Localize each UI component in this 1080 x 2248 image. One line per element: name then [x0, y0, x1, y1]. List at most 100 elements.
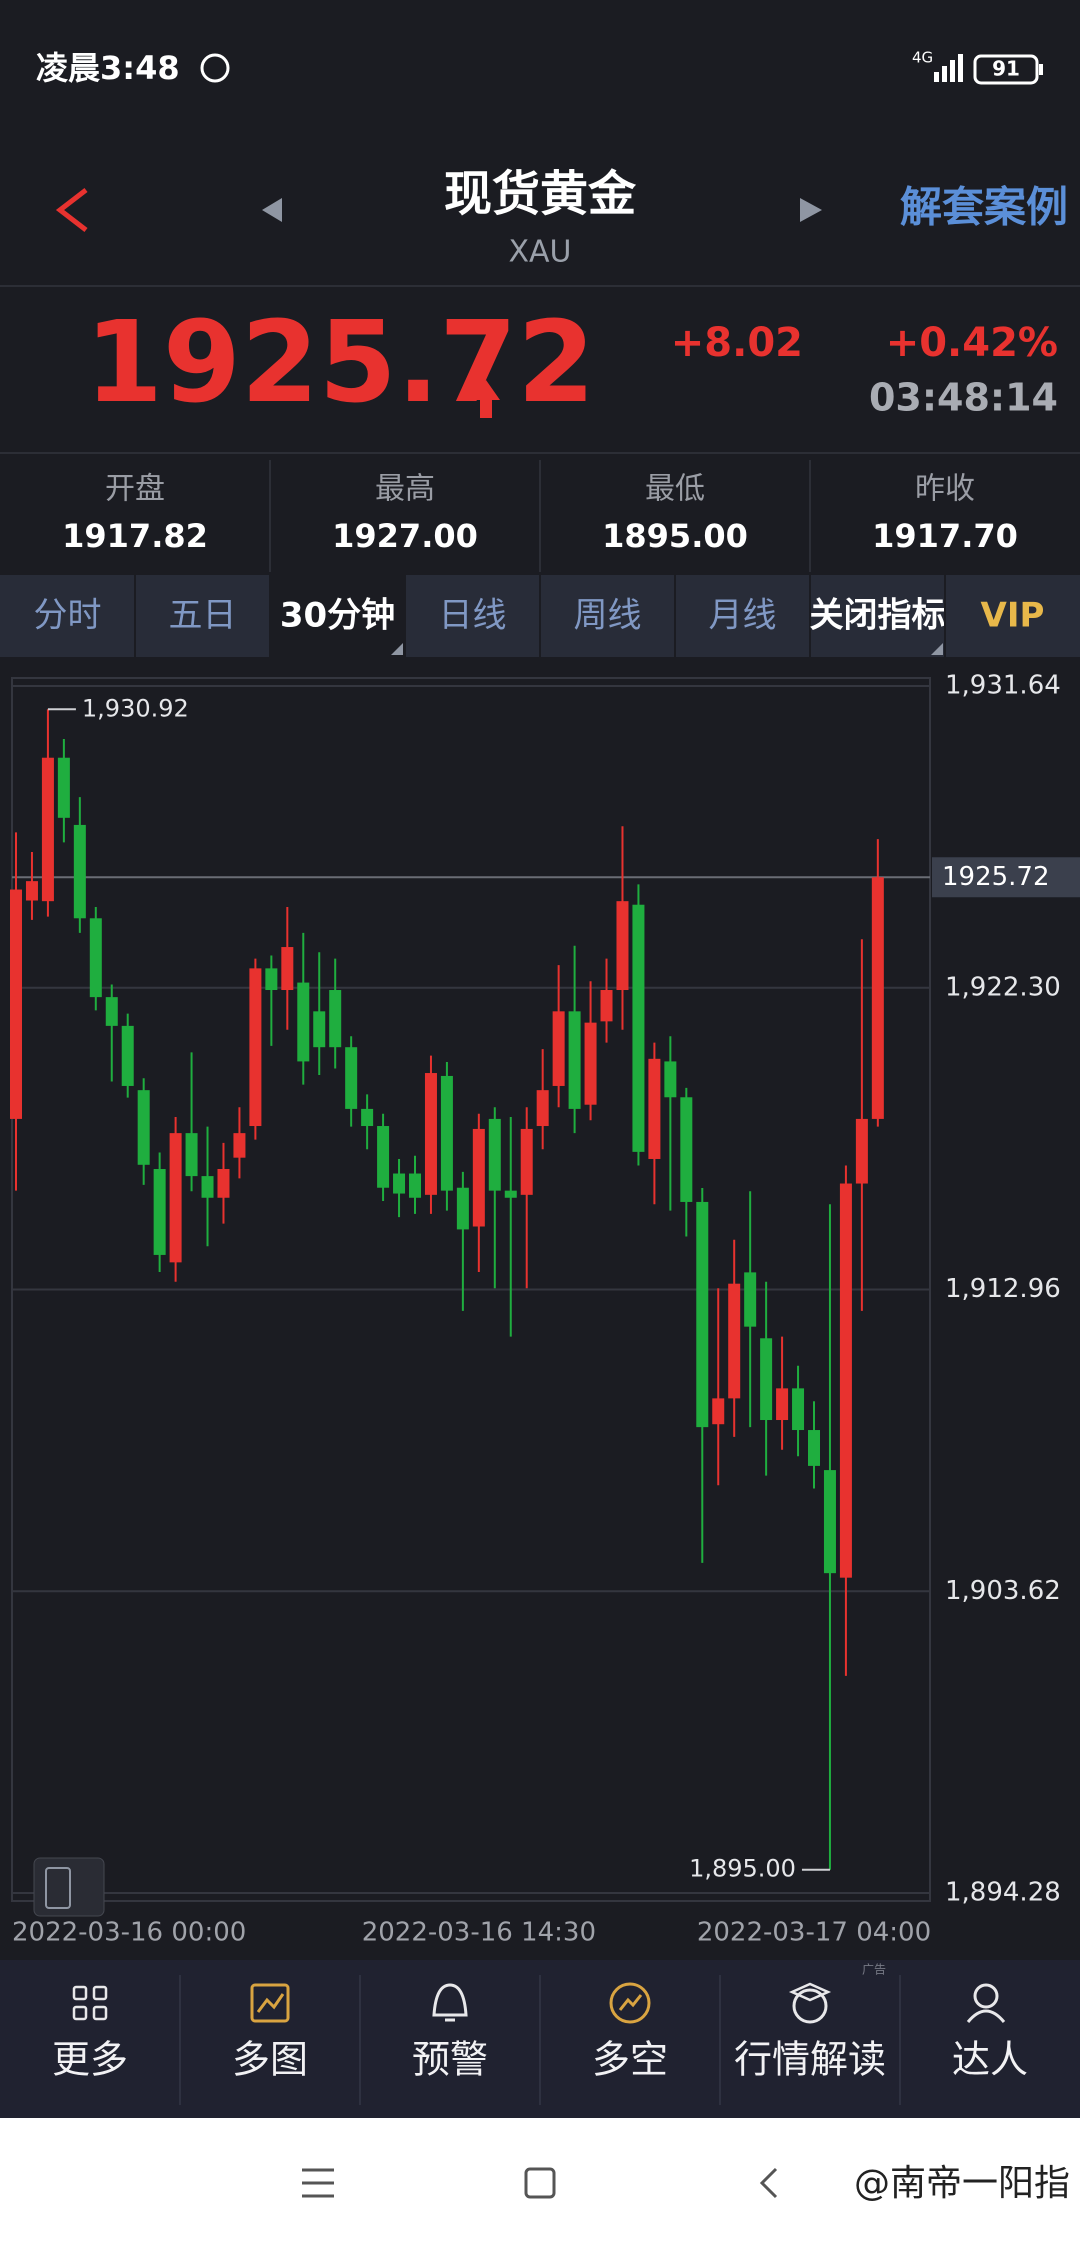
nav-icon — [792, 1988, 828, 2024]
header-symbol: XAU — [508, 235, 571, 270]
candle-body — [249, 968, 262, 1127]
candle-body — [664, 1061, 677, 1098]
ad-tag: 广告 — [862, 1963, 886, 1977]
tab-bar: 分时 五日 30分钟 日线 周线 月线 关闭指标 VIP — [0, 575, 1080, 657]
candle-body — [345, 1047, 358, 1109]
tab[interactable]: 关闭指标 — [810, 596, 946, 636]
nav-icon — [92, 1985, 108, 2001]
candle-body — [648, 1058, 661, 1159]
tab[interactable]: 五日 — [169, 596, 237, 636]
candle-body — [73, 824, 86, 919]
tab[interactable]: VIP — [981, 596, 1045, 636]
nav-label[interactable]: 预警 — [412, 2038, 488, 2082]
candle-body — [744, 1272, 757, 1327]
candle-body — [776, 1388, 789, 1421]
stat-label: 最低 — [645, 472, 705, 507]
candle-body — [217, 1168, 230, 1198]
back-button[interactable] — [55, 188, 88, 232]
candle-body — [871, 877, 884, 1119]
stat-value: 1927.00 — [332, 517, 478, 555]
candle-body — [153, 1168, 166, 1255]
menu-button[interactable] — [302, 2168, 334, 2198]
tab[interactable]: 30分钟 — [280, 596, 395, 636]
candle-body — [25, 881, 38, 901]
candle-body — [680, 1097, 693, 1202]
alarm-icon — [200, 53, 230, 83]
stat-label: 开盘 — [105, 472, 165, 507]
candle-body — [600, 990, 613, 1022]
candle-body — [440, 1075, 453, 1191]
candle-body — [472, 1128, 485, 1227]
nav-label[interactable]: 达人 — [952, 2038, 1028, 2082]
last-price-box — [932, 857, 1080, 898]
y-tick-label: 1,931.64 — [945, 671, 1061, 701]
candle-body — [808, 1430, 820, 1466]
nav-icon — [72, 1985, 88, 2001]
signal-icon — [934, 54, 963, 82]
candle-body — [488, 1118, 501, 1191]
candle-body — [520, 1128, 533, 1195]
candle-body — [377, 1126, 390, 1188]
candle-body — [616, 901, 629, 991]
nav-label[interactable]: 多图 — [232, 2038, 308, 2082]
nav-icon — [72, 2005, 88, 2021]
orientation-icon — [45, 1867, 71, 1909]
candle-body — [552, 1011, 565, 1086]
candle-body — [696, 1201, 709, 1428]
next-button[interactable] — [800, 198, 822, 222]
candle-body — [201, 1176, 214, 1198]
tab[interactable]: 周线 — [574, 596, 642, 636]
candle-body — [855, 1118, 868, 1184]
candle-body — [329, 990, 342, 1048]
stats-row: 开盘 1917.82 最高 1927.00 最低 1895.00 昨收 1917.70 — [62, 460, 1018, 572]
quote-change: +8.02 — [671, 320, 803, 366]
tab[interactable]: 分时 — [34, 596, 102, 636]
quote-change-pct: +0.42% — [886, 320, 1058, 366]
tab[interactable]: 月线 — [709, 596, 777, 636]
y-tick-label: 1,894.28 — [945, 1878, 1061, 1908]
tab-corner — [931, 643, 943, 655]
nav-icon — [92, 2005, 108, 2021]
header-action[interactable]: 解套案例 — [900, 183, 1068, 232]
candle-body — [281, 947, 294, 991]
tab-corner — [391, 643, 403, 655]
back-nav-button[interactable] — [759, 2167, 778, 2199]
candle-body — [121, 1025, 134, 1086]
home-button[interactable] — [524, 2167, 556, 2199]
prev-button[interactable] — [262, 198, 282, 222]
nav-label[interactable]: 更多 — [52, 2038, 128, 2082]
x-tick-label: 2022-03-17 04:00 — [697, 1918, 931, 1948]
candle-body — [265, 968, 278, 991]
nav-icon — [609, 1982, 651, 2024]
last-price-label: 1925.72 — [942, 862, 1050, 892]
battery-tip — [1039, 64, 1043, 75]
watermark: @南帝一阳指 — [854, 2163, 1070, 2204]
candle-body — [839, 1183, 852, 1578]
nav-label[interactable]: 多空 — [592, 2038, 668, 2082]
candle-body — [728, 1283, 741, 1399]
nav-icon — [973, 1983, 999, 2009]
y-tick-label: 1,903.62 — [945, 1576, 1061, 1606]
candle-body — [89, 918, 102, 998]
system-nav-bar — [0, 2118, 1080, 2248]
candle-body — [169, 1133, 182, 1263]
stat-label: 最高 — [375, 472, 435, 507]
candle-body — [57, 757, 70, 818]
candle-body — [424, 1073, 437, 1195]
candle-body — [10, 889, 22, 1119]
tab-active-bg — [270, 575, 405, 657]
nav-icon — [618, 1994, 643, 2011]
candle-body — [568, 1011, 581, 1109]
candle-body — [361, 1108, 374, 1127]
candle-body — [41, 757, 54, 902]
nav-icon — [250, 1983, 290, 2023]
nav-label[interactable]: 行情解读 — [734, 2038, 886, 2082]
quote-price: 1925.72 — [85, 298, 595, 428]
y-tick-label: 1,922.30 — [945, 972, 1061, 1002]
candle-body — [409, 1173, 421, 1198]
stat-label: 昨收 — [915, 472, 975, 507]
tab[interactable]: 日线 — [439, 596, 507, 636]
battery-level: 91 — [992, 57, 1020, 81]
candle-body — [313, 1011, 326, 1048]
